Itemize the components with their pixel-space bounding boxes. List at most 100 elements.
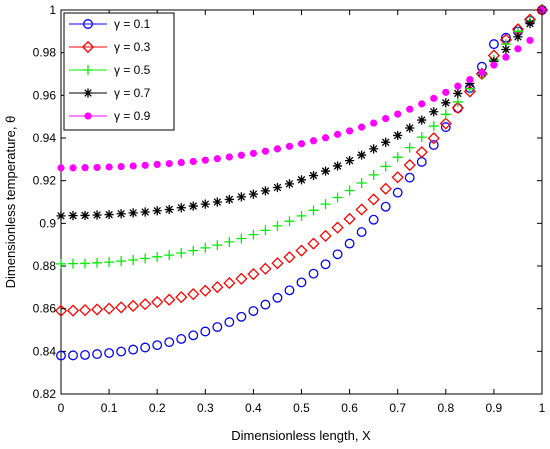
- data-point: [429, 107, 439, 117]
- data-point: [514, 45, 522, 53]
- data-point: [465, 78, 475, 88]
- data-point: [346, 127, 354, 135]
- data-point: [370, 119, 378, 127]
- data-point: [224, 317, 235, 328]
- data-point: [526, 36, 534, 44]
- data-point: [129, 162, 137, 170]
- data-point: [212, 322, 223, 332]
- data-point: [201, 156, 209, 164]
- data-point: [273, 145, 282, 153]
- data-point: [235, 272, 248, 285]
- legend-marker: [83, 88, 93, 98]
- data-point: [393, 130, 403, 141]
- data-point: [57, 164, 65, 172]
- data-point: [249, 149, 257, 157]
- x-tick-label: 0.3: [197, 401, 214, 415]
- data-point: [104, 257, 115, 268]
- data-point: [331, 221, 344, 234]
- data-point: [466, 75, 474, 84]
- data-point: [164, 337, 175, 348]
- data-point: [284, 216, 295, 227]
- data-point: [211, 281, 224, 294]
- data-point: [236, 233, 247, 244]
- data-point: [394, 110, 402, 118]
- data-point: [332, 192, 343, 203]
- legend-label: γ = 0.3: [114, 40, 151, 54]
- data-point: [200, 199, 210, 209]
- data-point: [320, 259, 331, 270]
- data-point: [418, 100, 426, 108]
- y-tick-label: 0.96: [33, 88, 57, 102]
- data-point: [213, 155, 221, 163]
- data-point: [128, 255, 139, 266]
- legend-label: γ = 0.5: [114, 63, 151, 77]
- y-tick-label: 0.92: [33, 174, 57, 188]
- data-point: [92, 257, 103, 268]
- data-point: [428, 140, 439, 150]
- data-point: [381, 137, 391, 147]
- data-point: [343, 212, 356, 225]
- data-point: [224, 236, 235, 247]
- data-point: [439, 117, 452, 130]
- data-point: [525, 19, 535, 29]
- x-tick-label: 0.6: [341, 401, 358, 415]
- data-point: [368, 214, 379, 225]
- data-point: [260, 186, 271, 196]
- data-point: [223, 276, 236, 290]
- data-point: [307, 237, 320, 250]
- data-point: [284, 285, 295, 296]
- data-point: [261, 147, 270, 155]
- data-point: [296, 210, 307, 221]
- data-point: [212, 197, 222, 207]
- data-point: [392, 187, 403, 198]
- data-point: [356, 227, 367, 238]
- data-point: [417, 115, 427, 125]
- data-point: [117, 162, 125, 171]
- data-point: [93, 163, 101, 172]
- data-point: [369, 144, 379, 154]
- data-point: [127, 299, 140, 313]
- x-tick-label: 0.9: [486, 401, 503, 415]
- data-point: [141, 161, 149, 169]
- y-tick-label: 0.88: [33, 259, 57, 273]
- data-point: [320, 199, 331, 210]
- data-point: [356, 178, 367, 189]
- legend-marker: [81, 40, 95, 54]
- x-axis-title: Dimensionless length, X: [231, 428, 371, 443]
- data-point: [80, 350, 91, 360]
- data-point: [225, 153, 233, 161]
- data-point: [427, 132, 440, 145]
- legend-item: γ = 0.9: [69, 109, 151, 123]
- data-point: [116, 209, 126, 219]
- data-point: [272, 182, 283, 193]
- data-point: [441, 98, 451, 108]
- x-tick-label: 0.7: [389, 401, 406, 415]
- x-tick-label: 0.1: [101, 401, 118, 415]
- data-point: [321, 134, 330, 142]
- legend-item: γ = 0.5: [69, 63, 151, 77]
- data-point: [105, 163, 113, 171]
- legend-item: γ = 0.3: [69, 40, 151, 54]
- data-point: [260, 299, 271, 310]
- y-tick-label: 0.98: [33, 46, 57, 60]
- data-point: [68, 211, 78, 221]
- data-point: [153, 160, 161, 169]
- data-point: [452, 96, 463, 107]
- data-point: [380, 201, 391, 212]
- data-point: [175, 291, 188, 304]
- data-point: [454, 82, 462, 90]
- data-point: [128, 344, 139, 355]
- data-point: [152, 251, 163, 262]
- data-point: [176, 247, 187, 258]
- data-point: [116, 256, 127, 267]
- data-point: [295, 244, 308, 257]
- data-point: [319, 229, 332, 243]
- data-point: [102, 302, 116, 315]
- data-point: [368, 169, 379, 180]
- data-point: [164, 250, 175, 261]
- series-5: [57, 6, 546, 172]
- data-point: [116, 346, 127, 357]
- data-point: [212, 240, 223, 251]
- axis-ticks: 0 0.1 0.2 0.3 0.4 0.5 0.6 0.7 0.8 0.9 1 0.82 0.84 0.8…: [33, 3, 546, 415]
